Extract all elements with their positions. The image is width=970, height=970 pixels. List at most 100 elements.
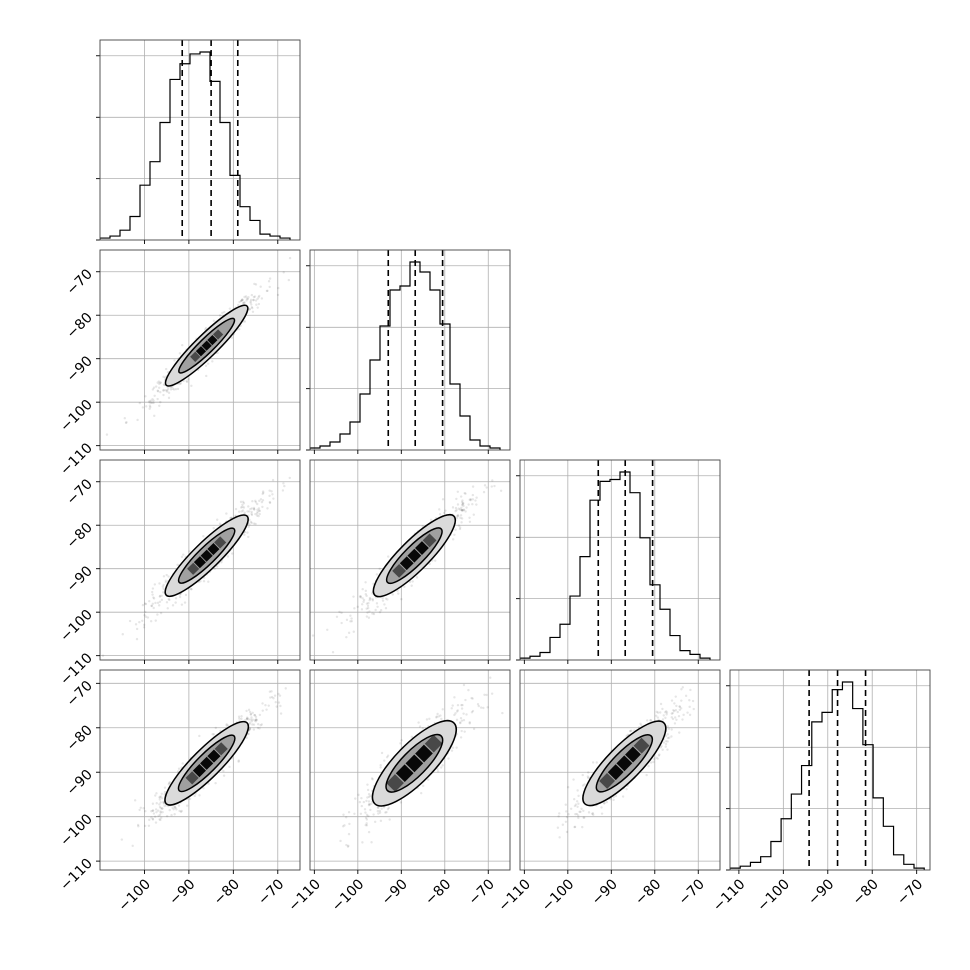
scatter-point [439,714,442,717]
scatter-point [179,810,183,814]
scatter-point [207,782,210,785]
scatter-point [174,388,178,391]
scatter-point [270,490,273,493]
scatter-point [168,808,171,812]
scatter-point [576,814,580,817]
scatter-point [378,611,382,614]
scatter-point [629,729,632,733]
scatter-point [262,491,265,495]
scatter-point [471,502,474,506]
scatter-point [167,391,171,395]
density-block [616,755,633,772]
scatter-point [369,794,372,798]
scatter-point [435,716,438,719]
scatter-point [580,807,583,811]
scatter-point [667,727,671,730]
scatter-point [162,388,165,392]
scatter-point [461,503,464,507]
scatter-point [671,717,675,721]
scatter-point [384,597,388,600]
scatter-point [345,618,349,622]
scatter-point [682,713,685,717]
scatter-point [249,507,252,511]
scatter-point [161,807,164,810]
scatter-point [143,614,146,617]
scatter-point [486,706,489,709]
scatter-point [464,510,467,513]
scatter-point [670,728,673,731]
scatter-point [266,289,269,292]
scatter-point [240,506,243,509]
scatter-point [403,585,406,588]
scatter-point [259,498,263,501]
scatter-point [249,301,252,304]
scatter-point [490,692,494,695]
scatter-point [167,782,171,786]
scatter-point [461,502,465,505]
density-block [207,334,218,346]
scatter-point [353,607,356,610]
scatter-point [174,601,177,604]
scatter-point [166,607,169,610]
scatter-point [565,815,569,819]
scatter-point [151,593,154,596]
scatter-point [691,699,695,703]
y-tick-label: −100 [57,607,96,646]
y-tick-label: −100 [57,397,96,436]
scatter-point [673,722,677,725]
scatter-point [534,651,536,653]
scatter-point [228,307,232,310]
scatter-point [151,590,154,594]
scatter-point [156,601,160,605]
scatter-point [573,825,576,829]
scatter-point [150,810,153,813]
panel-frame [99,669,301,871]
scatter-point [204,364,208,368]
scatter-point [260,723,263,726]
scatter-point [365,602,369,605]
scatter-point [675,704,678,708]
scatter-point [288,256,292,260]
scatter-point [436,770,440,773]
scatter-point [364,823,367,827]
joint-panel-3-1: −110 −100 −90 −80 −70 [285,651,536,915]
scatter-point [245,718,248,721]
scatter-point [169,386,172,389]
scatter-point [630,729,633,732]
scatter-point [664,716,667,720]
scatter-point [358,595,362,598]
scatter-point [474,499,477,502]
scatter-point [576,789,579,792]
scatter-point [176,563,179,567]
scatter-point [252,507,256,511]
scatter-point [668,736,671,739]
scatter-point [162,802,165,805]
density-layer [556,686,695,839]
scatter-point [379,763,382,767]
scatter-point [148,404,152,407]
scatter-point [239,500,243,504]
scatter-point [240,510,243,513]
scatter-point [241,503,244,507]
scatter-point [258,512,261,516]
scatter-point [252,506,256,510]
scatter-point [241,509,245,512]
scatter-point [138,808,141,812]
scatter-point [250,512,253,515]
panel-frame [519,669,721,871]
scatter-point [573,825,577,829]
scatter-point [439,766,443,769]
scatter-point [170,813,173,817]
scatter-point [162,575,166,578]
scatter-point [434,559,437,562]
scatter-point [670,716,673,719]
scatter-point [277,692,280,696]
density-block [633,737,650,754]
scatter-point [193,794,196,798]
scatter-point [268,501,272,504]
scatter-point [242,506,246,509]
scatter-point [649,719,652,722]
scatter-point [185,804,189,807]
scatter-point [249,520,253,524]
density-block [187,562,200,575]
